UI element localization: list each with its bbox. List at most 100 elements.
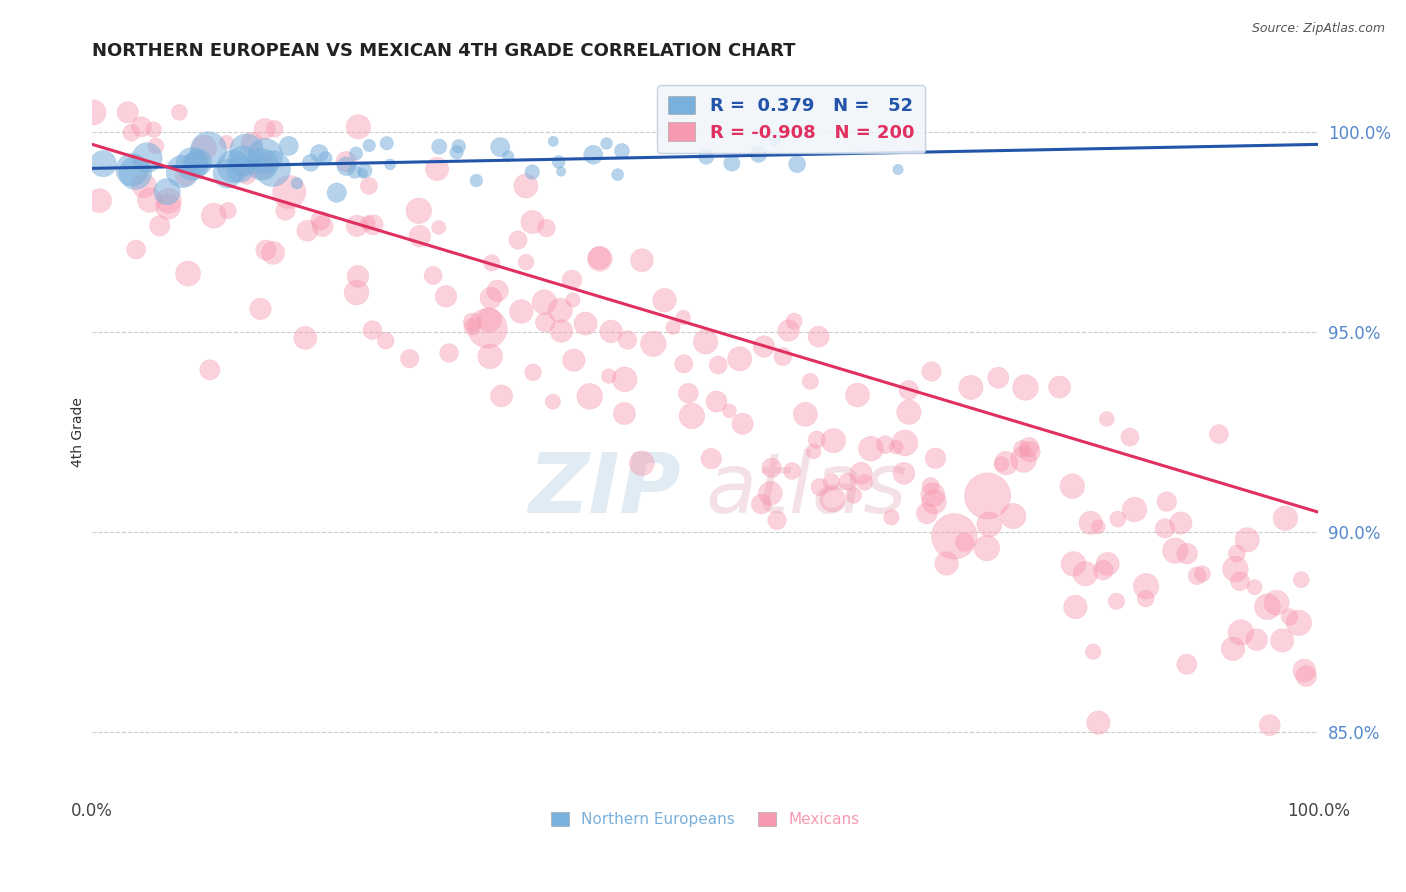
Point (1288, 615, 1310, 630)
Point (515, 178, 537, 193)
Point (262, 246, 284, 260)
Point (478, 312, 501, 326)
Point (976, 489, 998, 503)
Point (1062, 479, 1084, 493)
Point (780, 464, 803, 478)
Point (1230, 625, 1253, 640)
Point (922, 495, 945, 509)
Point (1164, 543, 1187, 558)
Point (278, 185, 301, 199)
Point (299, 156, 322, 170)
Point (262, 161, 284, 176)
Point (1225, 562, 1247, 576)
Point (731, 417, 754, 431)
Point (1002, 509, 1025, 524)
Point (222, 159, 245, 173)
Point (588, 251, 610, 265)
Point (887, 162, 910, 177)
Point (1074, 566, 1097, 581)
Point (311, 219, 333, 234)
Point (1271, 633, 1294, 648)
Point (1012, 452, 1035, 467)
Point (89, 194, 111, 208)
Point (465, 173, 488, 187)
Point (235, 144, 257, 158)
Point (821, 492, 844, 507)
Point (1105, 594, 1128, 608)
Point (880, 510, 903, 524)
Point (378, 157, 401, 171)
Point (808, 480, 831, 494)
Point (672, 357, 695, 371)
Point (481, 256, 503, 270)
Point (347, 269, 370, 284)
Point (1087, 715, 1109, 730)
Point (1236, 533, 1258, 547)
Point (132, 178, 155, 193)
Point (643, 336, 665, 351)
Point (600, 324, 623, 338)
Point (1185, 568, 1208, 582)
Point (344, 146, 367, 161)
Point (343, 164, 366, 178)
Point (915, 507, 938, 521)
Point (761, 460, 783, 475)
Point (253, 121, 276, 136)
Point (616, 333, 638, 347)
Text: Source: ZipAtlas.com: Source: ZipAtlas.com (1251, 22, 1385, 36)
Point (630, 456, 652, 470)
Point (253, 149, 276, 163)
Point (631, 253, 654, 268)
Point (1243, 580, 1265, 594)
Text: ZIP: ZIP (529, 450, 681, 530)
Point (548, 303, 571, 318)
Point (1018, 440, 1040, 454)
Point (236, 168, 259, 182)
Point (875, 437, 897, 451)
Point (1087, 520, 1109, 534)
Point (250, 159, 273, 173)
Point (215, 135, 238, 149)
Point (142, 122, 165, 136)
Point (613, 372, 636, 386)
Point (177, 267, 200, 281)
Point (806, 433, 828, 447)
Point (1011, 442, 1033, 456)
Point (582, 147, 605, 161)
Point (853, 475, 876, 490)
Point (700, 451, 723, 466)
Point (752, 339, 775, 353)
Point (426, 161, 449, 176)
Point (1080, 516, 1102, 530)
Point (1092, 563, 1115, 577)
Point (541, 394, 564, 409)
Point (83, 105, 105, 120)
Point (285, 176, 308, 190)
Point (202, 209, 225, 223)
Point (543, 134, 565, 148)
Point (240, 136, 263, 150)
Point (610, 144, 633, 158)
Point (117, 105, 139, 120)
Point (1222, 641, 1244, 656)
Point (695, 150, 717, 164)
Point (718, 404, 741, 418)
Point (662, 320, 685, 334)
Point (510, 304, 533, 318)
Point (274, 203, 297, 218)
Point (446, 145, 468, 160)
Point (766, 513, 789, 527)
Point (1294, 664, 1316, 678)
Point (374, 334, 396, 348)
Point (357, 216, 380, 230)
Text: atlas: atlas (706, 450, 907, 530)
Point (120, 126, 142, 140)
Point (976, 541, 998, 555)
Point (578, 389, 600, 403)
Point (613, 407, 636, 421)
Point (183, 157, 205, 171)
Point (598, 369, 620, 384)
Point (562, 353, 585, 368)
Point (1265, 596, 1288, 610)
Text: NORTHERN EUROPEAN VS MEXICAN 4TH GRADE CORRELATION CHART: NORTHERN EUROPEAN VS MEXICAN 4TH GRADE C… (93, 42, 796, 60)
